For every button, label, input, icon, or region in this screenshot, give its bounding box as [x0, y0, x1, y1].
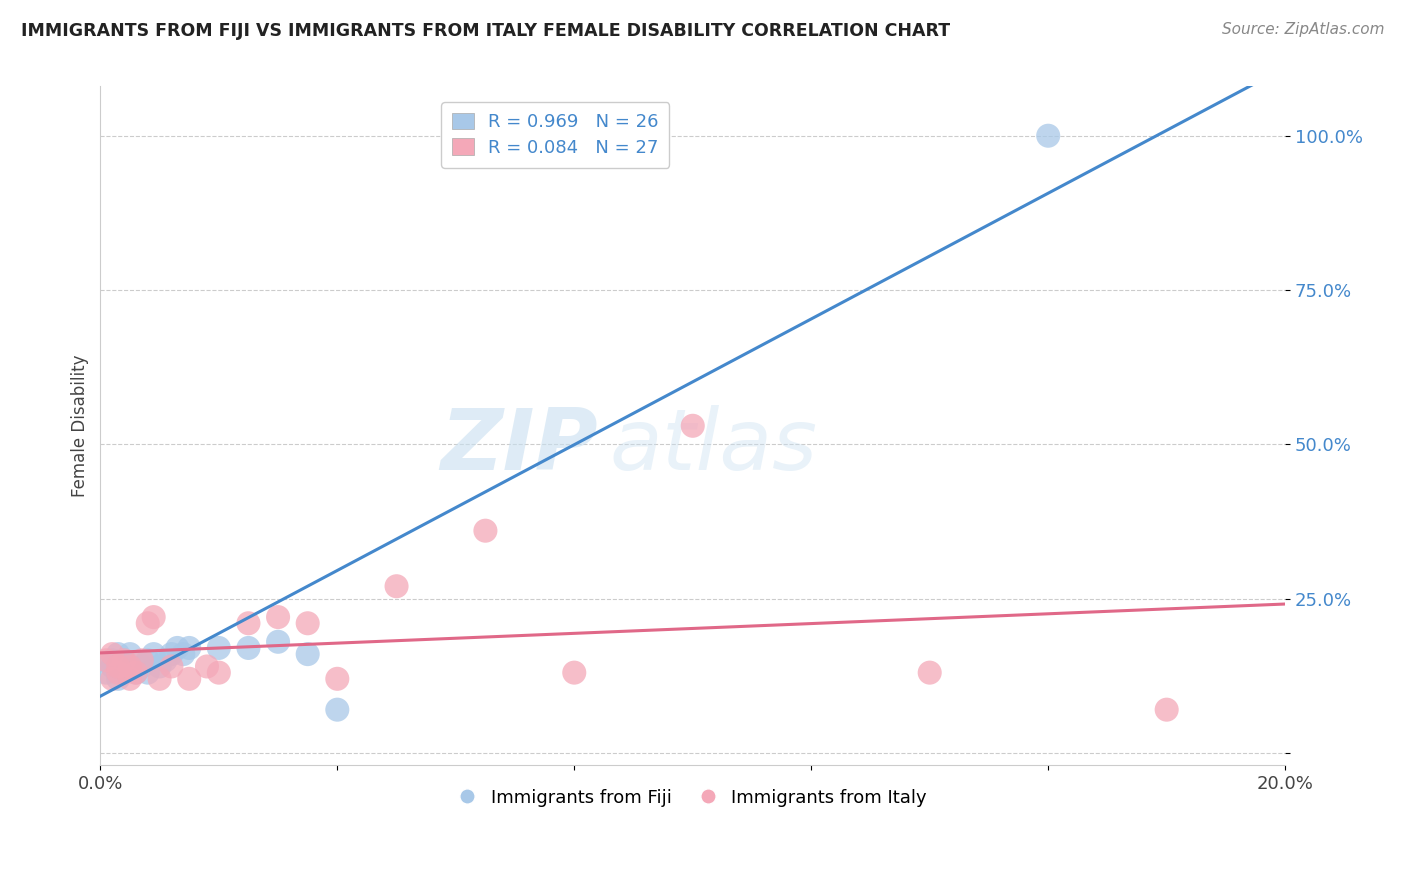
Point — [160, 647, 183, 661]
Point — [179, 640, 201, 655]
Text: IMMIGRANTS FROM FIJI VS IMMIGRANTS FROM ITALY FEMALE DISABILITY CORRELATION CHAR: IMMIGRANTS FROM FIJI VS IMMIGRANTS FROM … — [21, 22, 950, 40]
Point — [149, 659, 172, 673]
Point — [1156, 703, 1178, 717]
Point — [142, 647, 165, 661]
Point — [118, 672, 141, 686]
Point — [96, 653, 118, 667]
Point — [238, 616, 260, 631]
Point — [179, 672, 201, 686]
Point — [118, 659, 141, 673]
Point — [125, 665, 148, 680]
Point — [107, 647, 129, 661]
Point — [101, 653, 124, 667]
Point — [385, 579, 408, 593]
Point — [326, 703, 349, 717]
Point — [125, 665, 148, 680]
Point — [112, 665, 135, 680]
Point — [267, 610, 290, 624]
Point — [107, 665, 129, 680]
Text: Source: ZipAtlas.com: Source: ZipAtlas.com — [1222, 22, 1385, 37]
Point — [326, 672, 349, 686]
Point — [238, 640, 260, 655]
Point — [131, 653, 153, 667]
Point — [112, 653, 135, 667]
Legend: Immigrants from Fiji, Immigrants from Italy: Immigrants from Fiji, Immigrants from It… — [451, 781, 934, 814]
Y-axis label: Female Disability: Female Disability — [72, 354, 89, 497]
Point — [96, 665, 118, 680]
Point — [160, 659, 183, 673]
Point — [118, 659, 141, 673]
Point — [1038, 128, 1060, 143]
Point — [101, 672, 124, 686]
Point — [166, 640, 188, 655]
Text: atlas: atlas — [610, 405, 818, 488]
Point — [208, 665, 231, 680]
Point — [267, 634, 290, 648]
Point — [562, 665, 585, 680]
Point — [297, 616, 319, 631]
Point — [297, 647, 319, 661]
Point — [101, 659, 124, 673]
Point — [918, 665, 941, 680]
Point — [682, 418, 704, 433]
Point — [136, 653, 159, 667]
Point — [155, 653, 177, 667]
Point — [142, 610, 165, 624]
Point — [131, 659, 153, 673]
Point — [118, 647, 141, 661]
Point — [149, 672, 172, 686]
Point — [474, 524, 496, 538]
Point — [107, 672, 129, 686]
Point — [136, 665, 159, 680]
Point — [136, 616, 159, 631]
Point — [172, 647, 194, 661]
Point — [195, 659, 218, 673]
Point — [112, 653, 135, 667]
Point — [208, 640, 231, 655]
Point — [101, 647, 124, 661]
Text: ZIP: ZIP — [440, 405, 598, 488]
Point — [107, 659, 129, 673]
